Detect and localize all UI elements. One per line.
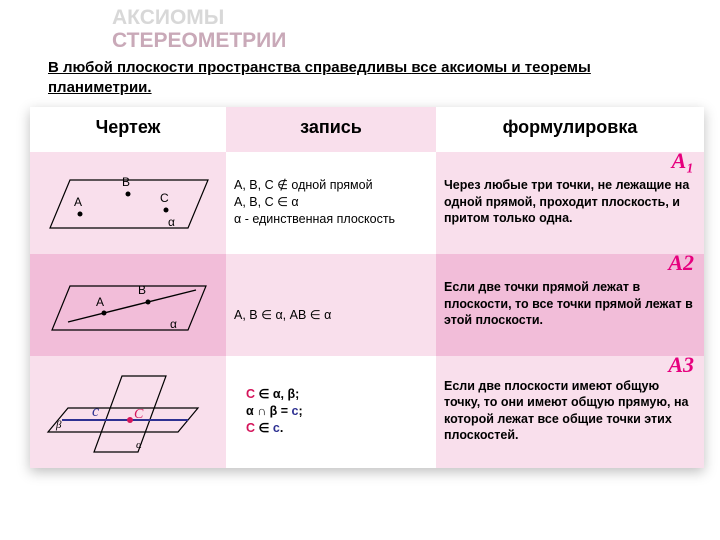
axioms-table: Чертеж запись формулировка A B C α A, B,… (30, 107, 704, 468)
title-line2: СТЕРЕОМЕТРИИ (112, 29, 286, 52)
table-row: A B C α A, B, C ∉ одной прямой A, B, C ∈… (30, 152, 704, 254)
axiom-label-2: А2 (668, 250, 694, 276)
table-row: c C β α C ∈ α, β;α ∩ β = c;C ∈ c. А3 Есл… (30, 356, 704, 468)
header-record: запись (226, 107, 436, 152)
formulation-a3: А3 Если две плоскости имеют общую точку,… (436, 356, 704, 468)
record-a3: C ∈ α, β;α ∩ β = c;C ∈ c. (226, 356, 436, 468)
svg-text:α: α (168, 215, 175, 229)
svg-text:B: B (138, 283, 146, 297)
svg-text:A: A (74, 195, 82, 209)
formulation-a1: А₁ Через любые три точки, не лежащие на … (436, 152, 704, 254)
form-text-1: Через любые три точки, не лежащие на одн… (444, 177, 696, 226)
page-title: АКСИОМЫ СТЕРЕОМЕТРИИ (0, 0, 720, 52)
svg-text:α: α (170, 317, 177, 331)
svg-text:A: A (96, 295, 104, 309)
formulation-a2: А2 Если две точки прямой лежат в плоскос… (436, 254, 704, 356)
svg-text:c: c (92, 403, 99, 420)
svg-text:B: B (122, 175, 130, 189)
svg-text:C: C (134, 407, 144, 422)
record-a1: A, B, C ∉ одной прямой A, B, C ∈ α α - е… (226, 152, 436, 254)
subtitle-pre: В любой плоскости пространства справедли… (48, 59, 411, 76)
axiom-label-1: А₁ (672, 148, 694, 174)
diagram-a3: c C β α (30, 356, 226, 468)
header-drawing: Чертеж (30, 107, 226, 152)
table-header-row: Чертеж запись формулировка (30, 107, 704, 152)
axiom-label-3: А3 (668, 352, 694, 378)
title-line1: АКСИОМЫ (112, 6, 224, 29)
svg-text:β: β (55, 419, 62, 431)
svg-text:C: C (160, 191, 169, 205)
diagram-a2: A B α (30, 254, 226, 356)
form-text-3: Если две плоскости имеют общую точку, то… (444, 378, 696, 443)
diagram-a1: A B C α (30, 152, 226, 254)
subtitle: В любой плоскости пространства справедли… (0, 52, 720, 107)
record-a2: A, B ∈ α, AB ∈ α (226, 254, 436, 356)
form-text-2: Если две точки прямой лежат в плоскости,… (444, 279, 696, 328)
table-row: A B α A, B ∈ α, AB ∈ α А2 Если две точки… (30, 254, 704, 356)
header-formulation: формулировка (436, 107, 704, 152)
subtitle-all: все (411, 59, 437, 76)
svg-text:α: α (136, 439, 142, 451)
